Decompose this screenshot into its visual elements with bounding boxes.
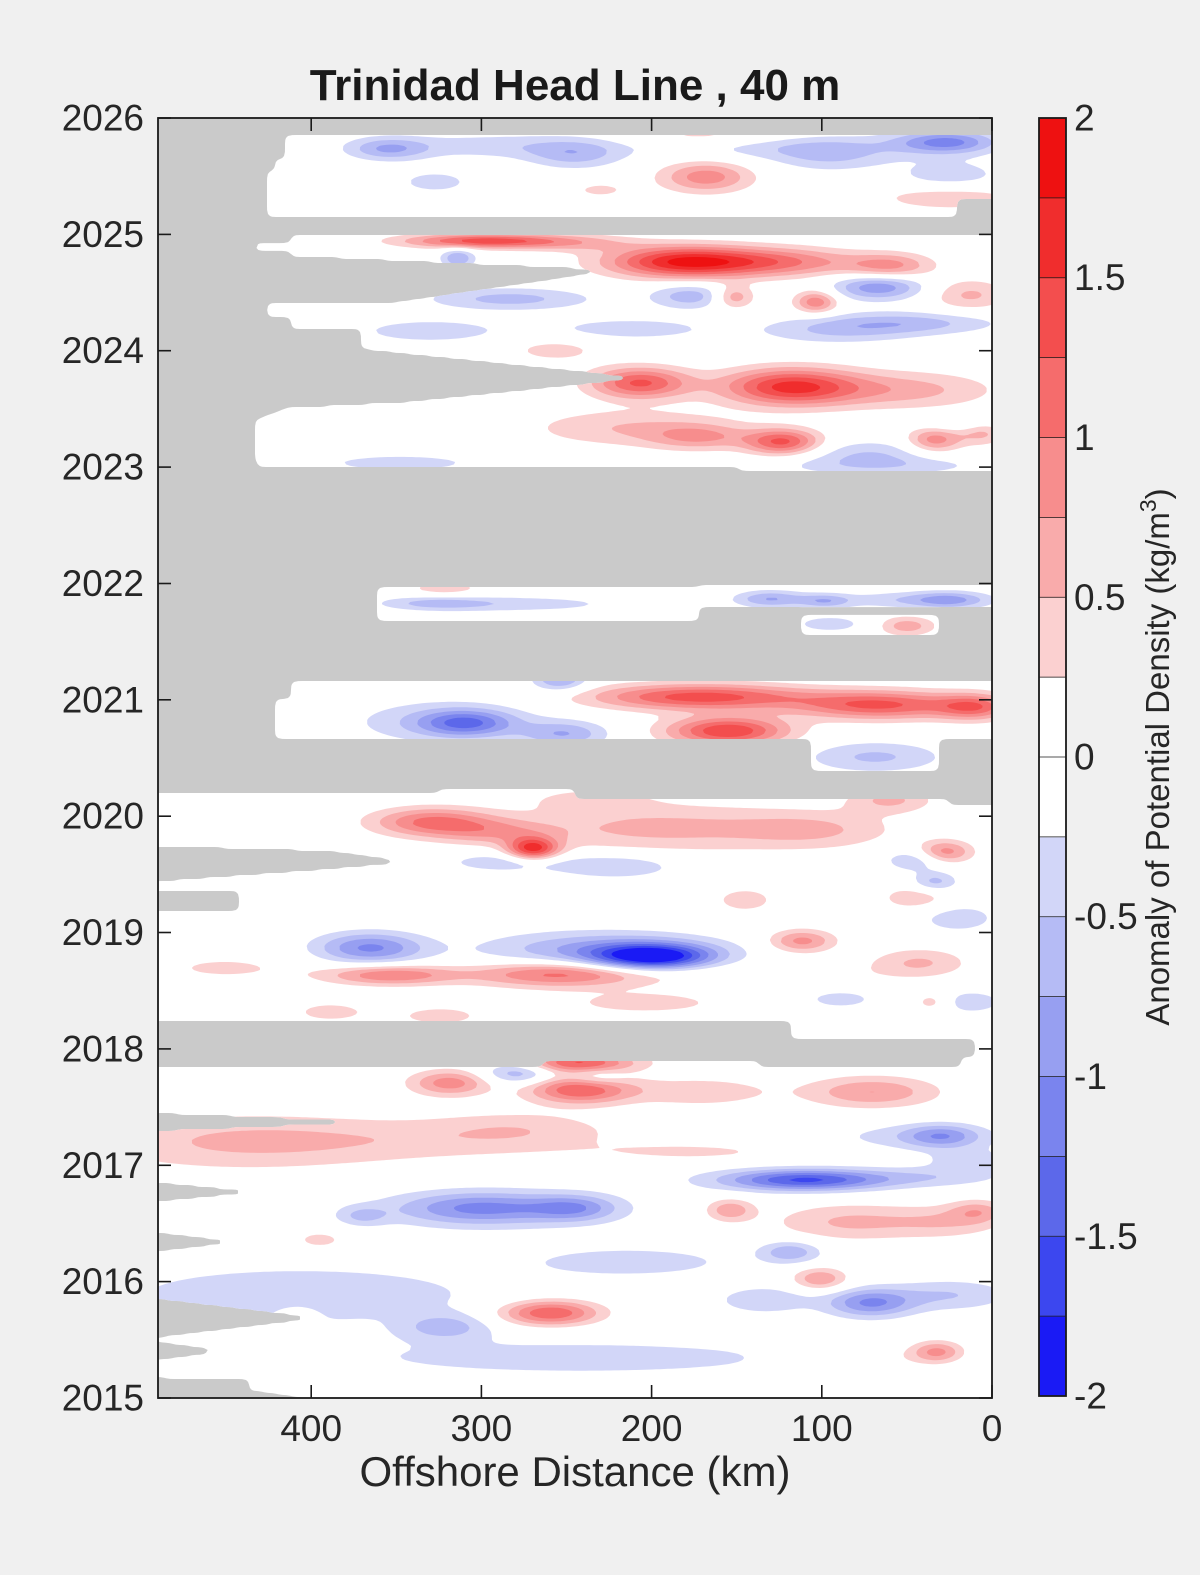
svg-text:0: 0 [1074,737,1095,778]
svg-text:0: 0 [982,1408,1003,1449]
svg-text:2016: 2016 [62,1261,144,1302]
svg-text:2020: 2020 [62,796,144,837]
svg-text:Trinidad Head Line , 40 m: Trinidad Head Line , 40 m [310,61,841,110]
svg-text:1.5: 1.5 [1074,257,1125,298]
svg-text:-2: -2 [1074,1376,1107,1417]
svg-text:2025: 2025 [62,214,144,255]
svg-text:Anomaly of Potential Density (: Anomaly of Potential Density (kg/m3) [1135,488,1176,1025]
svg-text:1: 1 [1074,417,1095,458]
svg-text:2: 2 [1074,98,1095,139]
svg-text:200: 200 [621,1408,683,1449]
svg-text:-0.5: -0.5 [1074,896,1138,937]
svg-text:100: 100 [791,1408,853,1449]
svg-text:2024: 2024 [62,330,144,371]
svg-text:2023: 2023 [62,447,144,488]
svg-text:-1.5: -1.5 [1074,1216,1138,1257]
svg-text:400: 400 [280,1408,342,1449]
svg-text:2018: 2018 [62,1028,144,1069]
svg-text:2019: 2019 [62,912,144,953]
svg-text:2022: 2022 [62,563,144,604]
svg-text:2017: 2017 [62,1145,144,1186]
svg-text:2026: 2026 [62,98,144,139]
svg-text:-1: -1 [1074,1056,1107,1097]
svg-text:2021: 2021 [62,679,144,720]
svg-text:Offshore Distance (km): Offshore Distance (km) [359,1448,790,1495]
svg-text:2015: 2015 [62,1378,144,1419]
svg-text:300: 300 [451,1408,513,1449]
svg-text:0.5: 0.5 [1074,577,1125,618]
